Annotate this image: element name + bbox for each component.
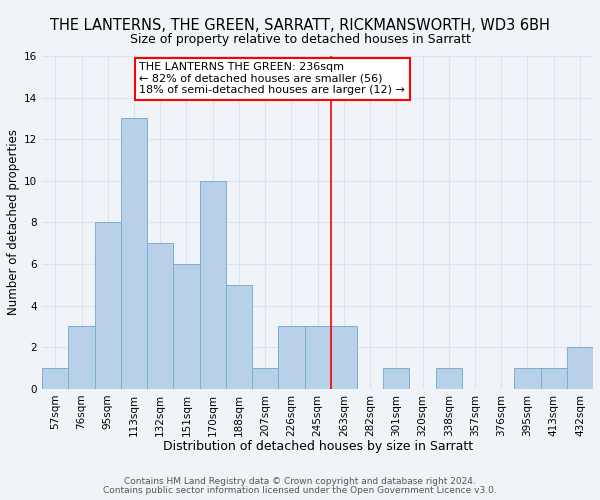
Bar bbox=[278, 326, 305, 389]
Text: THE LANTERNS THE GREEN: 236sqm
← 82% of detached houses are smaller (56)
18% of : THE LANTERNS THE GREEN: 236sqm ← 82% of … bbox=[139, 62, 405, 96]
Bar bbox=[42, 368, 68, 389]
Text: Contains public sector information licensed under the Open Government Licence v3: Contains public sector information licen… bbox=[103, 486, 497, 495]
Bar bbox=[147, 243, 173, 389]
Y-axis label: Number of detached properties: Number of detached properties bbox=[7, 130, 20, 316]
Bar bbox=[252, 368, 278, 389]
Bar bbox=[305, 326, 331, 389]
Bar bbox=[200, 181, 226, 389]
Bar bbox=[173, 264, 200, 389]
Text: Contains HM Land Registry data © Crown copyright and database right 2024.: Contains HM Land Registry data © Crown c… bbox=[124, 477, 476, 486]
Bar bbox=[541, 368, 567, 389]
Bar bbox=[331, 326, 357, 389]
Bar bbox=[121, 118, 147, 389]
Bar bbox=[383, 368, 409, 389]
Bar bbox=[68, 326, 95, 389]
Bar bbox=[436, 368, 462, 389]
Bar bbox=[567, 348, 593, 389]
X-axis label: Distribution of detached houses by size in Sarratt: Distribution of detached houses by size … bbox=[163, 440, 473, 453]
Bar bbox=[95, 222, 121, 389]
Bar bbox=[514, 368, 541, 389]
Text: THE LANTERNS, THE GREEN, SARRATT, RICKMANSWORTH, WD3 6BH: THE LANTERNS, THE GREEN, SARRATT, RICKMA… bbox=[50, 18, 550, 32]
Text: Size of property relative to detached houses in Sarratt: Size of property relative to detached ho… bbox=[130, 32, 470, 46]
Bar bbox=[226, 285, 252, 389]
